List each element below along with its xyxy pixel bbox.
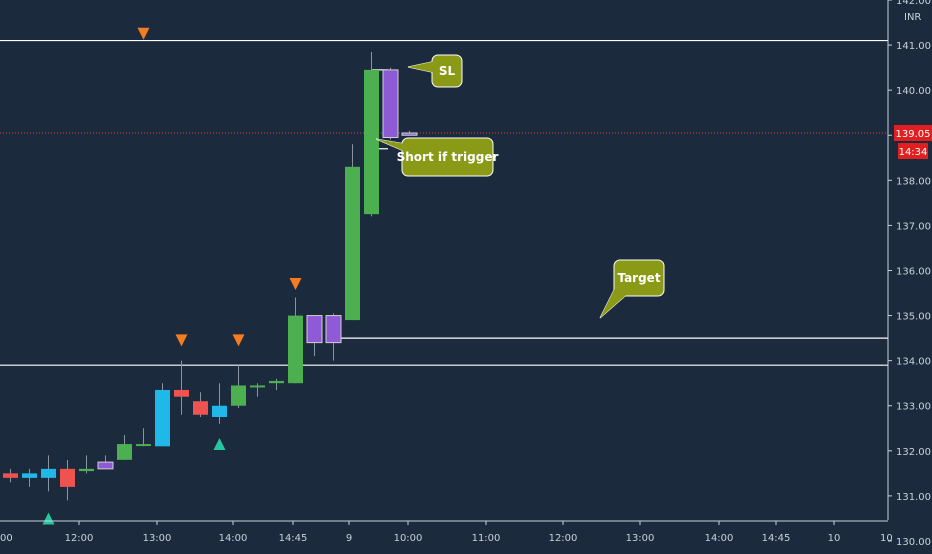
trigger-callout-box[interactable]: [401, 137, 494, 177]
sell-signal-marker: [232, 334, 245, 347]
time-tick-label: 14:00: [705, 533, 734, 544]
sell-signal-marker: [175, 334, 188, 347]
time-tick-label: 10:00: [394, 533, 423, 544]
last-price-tag: [894, 124, 932, 141]
candle[interactable]: [250, 385, 265, 388]
candle[interactable]: [22, 473, 37, 478]
candle[interactable]: [155, 389, 170, 447]
time-tick-label: 13:00: [626, 533, 655, 544]
price-tick-label: 142.00: [896, 0, 931, 7]
candle[interactable]: [79, 468, 94, 472]
candle[interactable]: [174, 389, 189, 397]
price-tick-label: 141.00: [896, 41, 931, 52]
candle[interactable]: [306, 315, 323, 344]
price-tick-label: 135.00: [896, 312, 931, 323]
time-tick-label: 14:45: [279, 533, 308, 544]
price-tick-label: 138.00: [896, 176, 931, 187]
target-callout-label: Target: [617, 271, 660, 285]
candle[interactable]: [269, 380, 284, 384]
price-tick-label: 132.00: [896, 447, 931, 458]
last-price-value: 139.05: [896, 129, 931, 140]
sell-signal-marker: [289, 278, 302, 291]
candle[interactable]: [60, 468, 75, 487]
last-time-value: 14:34: [899, 147, 928, 158]
price-tick-label: 133.00: [896, 402, 931, 413]
candle[interactable]: [325, 315, 342, 344]
sl-callout-pointer-fill: [408, 61, 436, 73]
sell-signal-marker: [137, 27, 150, 40]
time-tick-label-edge-left: 00: [0, 533, 13, 544]
candle[interactable]: [136, 444, 151, 447]
time-tick-label: 12:00: [65, 533, 94, 544]
candle[interactable]: [288, 315, 303, 384]
price-tick-label: 131.00: [896, 492, 931, 503]
candle[interactable]: [41, 468, 56, 478]
time-tick-label: 14:00: [219, 533, 248, 544]
price-tick-label: 134.00: [896, 357, 931, 368]
target-callout-pointer-fill: [600, 286, 632, 318]
time-tick-label: 11:00: [472, 533, 501, 544]
time-tick-label-edge-right: 10: [880, 533, 893, 544]
sl-callout-label: SL: [439, 64, 456, 78]
time-tick-label: 9: [346, 533, 352, 544]
time-tick-label: 13:00: [143, 533, 172, 544]
price-tick-label: 137.00: [896, 221, 931, 232]
trigger-callout-pointer-fill: [376, 139, 406, 152]
time-tick-label: 12:00: [549, 533, 578, 544]
time-tick-label: 14:45: [762, 533, 791, 544]
candle[interactable]: [364, 69, 379, 215]
candle[interactable]: [117, 444, 132, 460]
currency-label: INR: [904, 12, 921, 23]
price-tick-label: 136.00: [896, 266, 931, 277]
price-tick-label: 130.00: [896, 537, 931, 548]
candle[interactable]: [345, 166, 360, 321]
candle[interactable]: [382, 69, 399, 138]
candle[interactable]: [401, 132, 418, 136]
candle[interactable]: [231, 385, 246, 406]
candle[interactable]: [193, 401, 208, 415]
time-tick-label: 10: [828, 533, 841, 544]
price-axis-panel: [888, 0, 932, 550]
last-time-tag: [898, 142, 928, 159]
buy-signal-marker: [42, 512, 55, 525]
candle[interactable]: [3, 473, 18, 478]
buy-signal-marker: [213, 438, 226, 451]
price-tick-label: 140.00: [896, 86, 931, 97]
target-callout-box[interactable]: [613, 259, 665, 297]
candle[interactable]: [97, 461, 114, 470]
trigger-callout-label: Short if trigger: [397, 150, 499, 164]
candle[interactable]: [212, 405, 227, 418]
